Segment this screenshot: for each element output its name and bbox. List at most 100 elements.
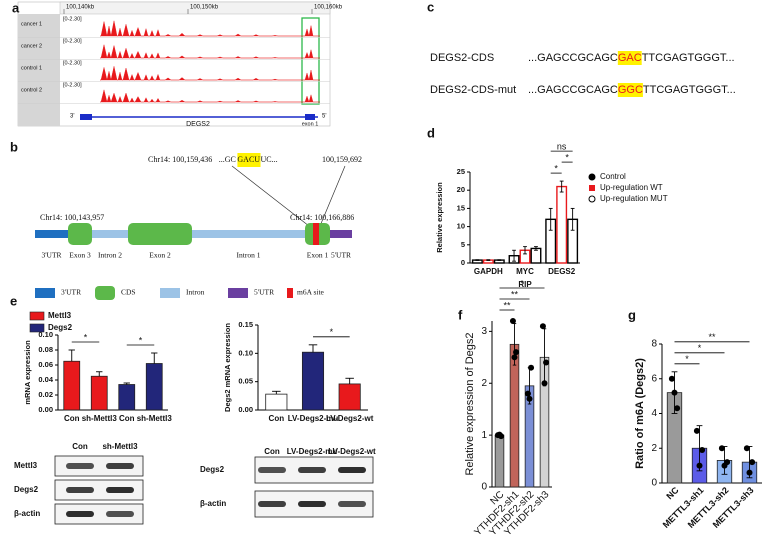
sequence-text: ...GAGCCGCAGC [528, 84, 618, 96]
data-point [674, 405, 681, 412]
data-point [513, 349, 520, 356]
highlight-text: GGC [618, 84, 643, 96]
y-tick-label: 1 [481, 430, 487, 441]
data-point [693, 427, 700, 434]
sequence-text: ...GC [219, 155, 236, 164]
gene-segment [35, 230, 68, 238]
y-tick-label: 0 [461, 258, 465, 267]
y-axis-label: Ratio of m6A (Degs2) [634, 358, 646, 469]
data-point [724, 459, 731, 466]
browser-ruler [59, 1, 331, 15]
lane-label: Con [264, 447, 280, 456]
gene-segment [330, 230, 352, 238]
blot-panel [54, 479, 144, 501]
legend-marker [29, 323, 45, 333]
x-tick-label: LV-Degs2-mu [288, 414, 339, 423]
coverage [100, 44, 320, 59]
y-tick-label: 0.00 [38, 405, 53, 414]
ruler-label: 100,160kb [314, 5, 343, 11]
gene-name: DEGS2 [186, 121, 210, 128]
panel-label: b [10, 139, 18, 154]
y-tick-label: 5 [461, 240, 465, 249]
highlight [237, 153, 261, 167]
legend-swatch [287, 288, 293, 298]
significance-label: ** [511, 289, 519, 299]
data-point [511, 354, 518, 361]
segment-label: Intron 2 [98, 251, 122, 260]
legend-swatch [160, 288, 180, 298]
y-tick-label: 0.00 [238, 405, 253, 414]
data-point [526, 395, 533, 402]
x-axis-label: RIP [518, 280, 532, 289]
sequence-text: TTCGAGTGGGT... [643, 84, 736, 96]
data-point [699, 446, 706, 453]
y-tick-label: 0 [481, 482, 487, 493]
significance-label: * [685, 354, 689, 364]
x-tick-label: MYC [516, 267, 534, 276]
m6a-site [313, 223, 319, 245]
bar [265, 393, 288, 411]
site-coord: Chr14: 100,143,957 [40, 213, 104, 222]
x-tick-label: sh-Mettl3 [137, 414, 173, 423]
significance-label: ns [557, 141, 567, 151]
data-point [498, 433, 505, 440]
y-tick-label: 0.08 [38, 345, 53, 354]
legend-swatch [228, 288, 248, 298]
significance-label: * [565, 152, 569, 162]
y-axis-label: Relative expression of Degs2 [464, 332, 476, 475]
significance-label: ** [708, 332, 716, 342]
bar [90, 375, 108, 411]
segment-label: Exon 2 [149, 251, 171, 260]
legend-swatch [35, 288, 55, 298]
legend-label: m6A site [297, 288, 325, 297]
y-axis-label: Degs2 mRNA expression [223, 323, 232, 412]
gene-end: 5' [322, 114, 326, 120]
y-tick-label: 6 [651, 373, 657, 384]
legend-label: 3'UTR [61, 288, 81, 297]
lane-label: LV-Degs2-wt [328, 447, 376, 456]
track-name: cancer 2 [21, 43, 42, 49]
blot-band [106, 487, 134, 493]
lane-label: Con [72, 442, 88, 451]
x-tick-label: Con [119, 414, 135, 423]
gene-block [80, 114, 92, 120]
track-name: control 2 [21, 87, 42, 93]
highlight-text: GAC [618, 52, 642, 64]
gene-segment [92, 230, 128, 238]
track-range: [0-2.30] [63, 82, 82, 88]
x-tick-label: GAPDH [474, 267, 503, 276]
blot-band [106, 511, 134, 517]
y-tick-label: 0.04 [38, 375, 53, 384]
row-label: β-actin [200, 499, 226, 508]
segment-label: Exon 1 [307, 251, 329, 260]
segment-label: Exon 3 [69, 251, 91, 260]
data-point [541, 380, 548, 387]
blot-band [66, 511, 94, 517]
blot-band [258, 467, 286, 473]
panel-label: e [10, 293, 17, 308]
y-tick-label: 0.10 [38, 330, 53, 339]
y-tick-label: 0.15 [238, 320, 253, 329]
sequence-text: Chr14: 100,159,436 [148, 155, 212, 164]
blot-band [106, 463, 134, 469]
significance-label: * [330, 327, 334, 337]
y-tick-label: 20 [457, 185, 465, 194]
bar [145, 363, 163, 411]
panel-label: c [427, 0, 434, 14]
panel-label: g [628, 307, 636, 322]
y-tick-label: 0 [651, 478, 657, 489]
blot-band [338, 467, 366, 473]
panel-label: d [427, 125, 435, 140]
data-point [543, 359, 550, 366]
row-label: Degs2 [200, 465, 225, 474]
highlight [617, 83, 643, 97]
legend-label: Up-regulation WT [600, 183, 663, 192]
sequence-text: UC... [261, 155, 278, 164]
sequence-text: TTCGAGTGGGT... [642, 52, 735, 64]
significance-label: ** [503, 300, 511, 310]
y-tick-label: 10 [457, 222, 465, 231]
bar [63, 360, 81, 411]
data-point [696, 462, 703, 469]
sequence-name: DEGS2-CDS-mut [430, 84, 516, 96]
